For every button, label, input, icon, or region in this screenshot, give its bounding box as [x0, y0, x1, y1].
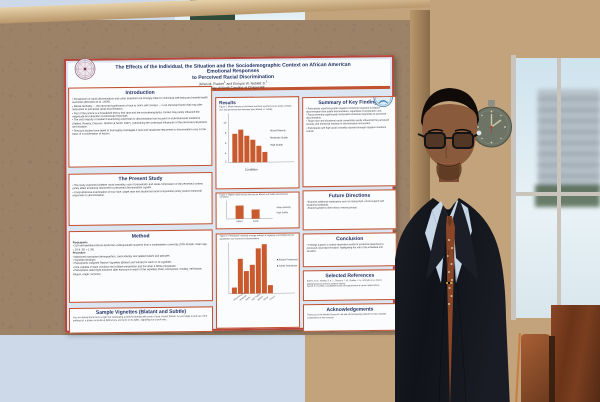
svg-text:6: 6	[225, 141, 227, 145]
svg-text:4: 4	[225, 152, 227, 156]
svg-text:Mixed Minority: Mixed Minority	[270, 129, 286, 132]
svg-text:High Subtle: High Subtle	[277, 211, 289, 214]
svg-text:Condition: Condition	[245, 168, 258, 172]
svg-text:Control: Control	[269, 295, 276, 302]
svg-text:Mixed Minority: Mixed Minority	[277, 206, 292, 209]
svg-text:10: 10	[223, 121, 226, 125]
svg-text:Moderate Subtle: Moderate Subtle	[270, 136, 288, 139]
svg-text:High Subtle: High Subtle	[270, 144, 283, 147]
svg-text:Blatant: Blatant	[237, 220, 244, 223]
svg-text:Subtle: Subtle	[253, 219, 260, 222]
svg-text:Mixed: Mixed	[263, 297, 268, 302]
svg-text:2: 2	[225, 160, 227, 164]
svg-text:■ Blatant Perpetrator: ■ Blatant Perpetrator	[277, 258, 298, 261]
svg-text:■ Subtle Perpetrator: ■ Subtle Perpetrator	[277, 264, 298, 267]
svg-text:8: 8	[225, 131, 227, 135]
